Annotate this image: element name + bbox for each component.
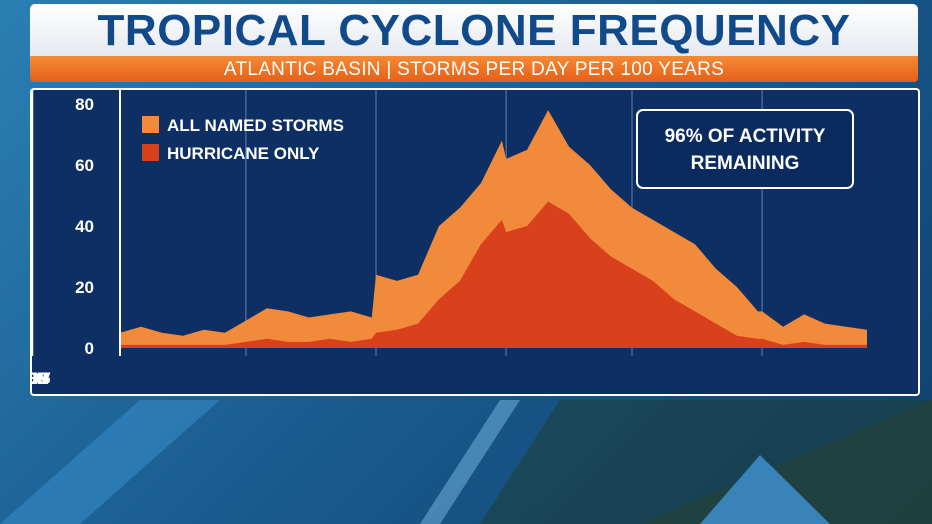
legend-label-hurricane: HURRICANE ONLY — [167, 144, 320, 163]
y-tick-label: 80 — [75, 95, 94, 114]
area-chart: 0 20 40 60 80 JUNJULAUGSEPOCTNOV ALL NAMED STO… — [32, 90, 868, 388]
x-tick-label-oct: OCT — [32, 369, 51, 388]
x-tick-label-nov: NOV — [32, 369, 51, 388]
hurricane-area — [120, 201, 868, 348]
callout-box — [636, 109, 854, 189]
x-tick-label-sep: SEP — [32, 369, 49, 388]
y-tick-label: 0 — [85, 339, 94, 358]
x-tick-label-aug: AUG — [32, 369, 51, 388]
callout-line-2: REMAINING — [691, 153, 800, 174]
chart-panel: 0 20 40 60 80 JUNJULAUGSEPOCTNOV ALL NAMED STO… — [30, 88, 920, 396]
subtitle-banner: ATLANTIC BASIN | STORMS PER DAY PER 100 … — [30, 56, 918, 82]
y-tick-label: 40 — [75, 217, 94, 236]
chart-title: TROPICAL CYCLONE FREQUENCY — [97, 6, 851, 55]
legend-swatch-hurricane — [142, 144, 159, 161]
x-tick-label-jul: JUL — [32, 369, 48, 388]
legend-label-named-storms: ALL NAMED STORMS — [167, 116, 344, 135]
chart-subtitle: ATLANTIC BASIN | STORMS PER DAY PER 100 … — [223, 58, 725, 80]
y-tick-label: 20 — [75, 278, 94, 297]
legend-swatch-named-storms — [142, 116, 159, 133]
x-tick-label-jun: JUN — [32, 369, 49, 388]
y-tick-label: 60 — [75, 156, 94, 175]
callout-line-1: 96% OF ACTIVITY — [665, 126, 826, 147]
named-storms-area — [120, 110, 868, 348]
title-banner: TROPICAL CYCLONE FREQUENCY — [30, 4, 918, 58]
